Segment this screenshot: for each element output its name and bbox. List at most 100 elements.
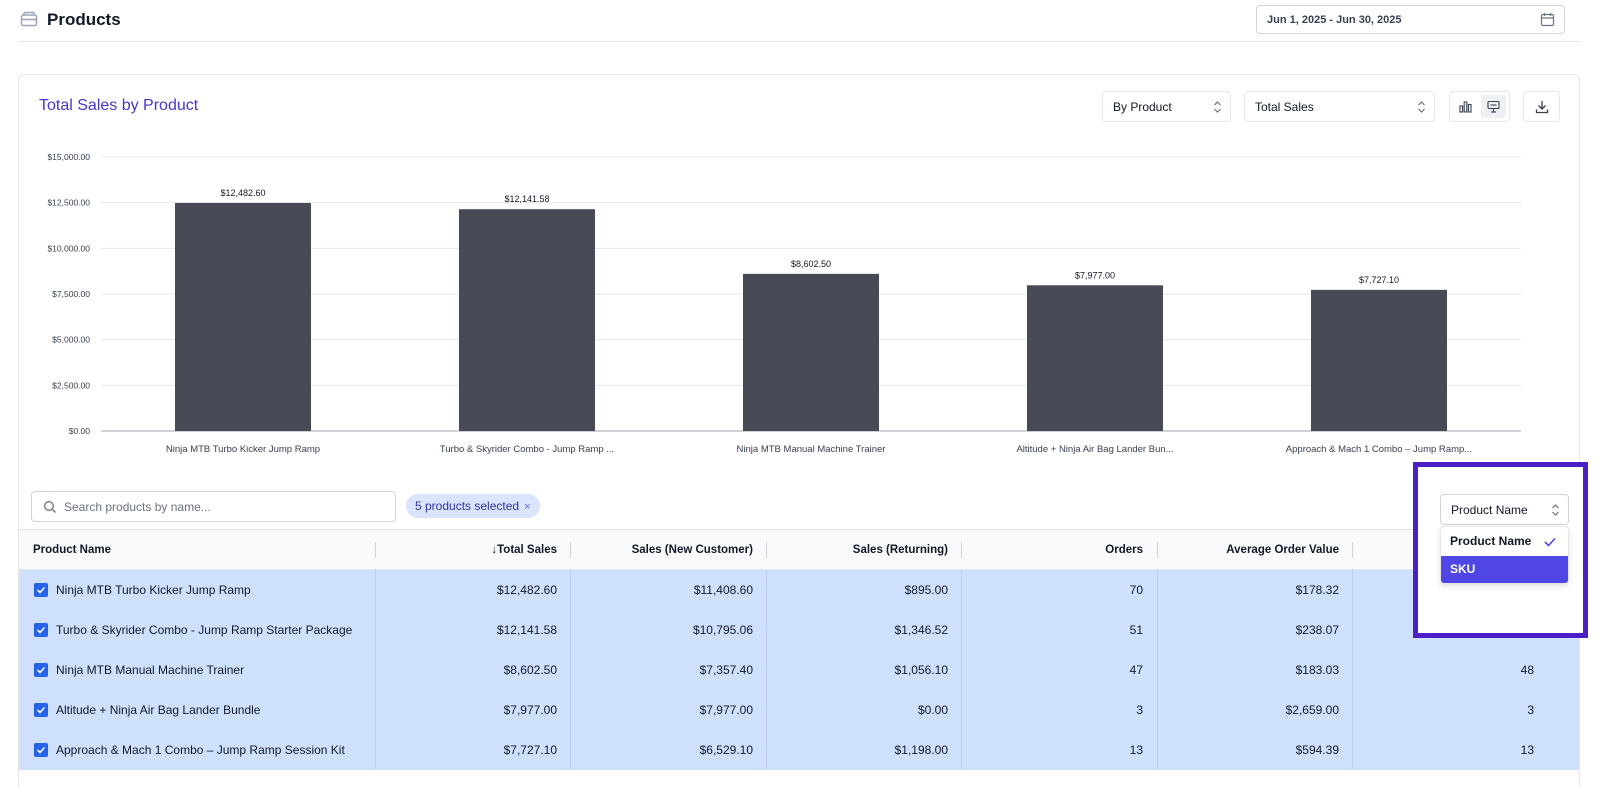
row-checkbox[interactable] <box>34 663 48 677</box>
cell-aov: $183.03 <box>1295 663 1339 677</box>
column-divider <box>1352 690 1353 730</box>
table-row[interactable]: Approach & Mach 1 Combo – Jump Ramp Sess… <box>19 730 1579 770</box>
cell-last: 3 <box>1527 703 1534 717</box>
column-divider <box>570 650 571 690</box>
column-divider <box>766 570 767 610</box>
cell-new: $6,529.10 <box>699 743 753 757</box>
chevron-updown-icon <box>1418 101 1425 113</box>
sales-bar-chart: $0.00 $2,500.00 $5,000.00 $7,500.00 $10,000.… <box>47 152 1521 455</box>
column-divider[interactable] <box>766 542 767 558</box>
cell-total: $7,977.00 <box>503 703 557 717</box>
column-divider <box>1157 730 1158 770</box>
check-icon <box>36 666 46 674</box>
box-icon <box>20 11 38 27</box>
chart-view-toggle <box>1449 91 1510 122</box>
cell-orders: 70 <box>1129 583 1143 597</box>
page-header: Products Jun 1, 2025 - Jun 30, 2025 <box>18 0 1580 42</box>
row-checkbox[interactable] <box>34 743 48 757</box>
column-divider[interactable] <box>375 542 376 558</box>
y-tick-label: $0.00 <box>69 426 91 436</box>
download-button[interactable] <box>1523 91 1560 122</box>
presentation-chart-button[interactable] <box>1481 95 1506 118</box>
row-checkbox[interactable] <box>34 703 48 717</box>
cell-aov: $594.39 <box>1295 743 1339 757</box>
y-tick-label: $10,000.00 <box>47 243 90 253</box>
column-divider <box>570 730 571 770</box>
data-label: $12,482.60 <box>220 188 265 198</box>
col-orders[interactable]: Orders <box>1105 544 1143 556</box>
column-divider <box>570 690 571 730</box>
row-checkbox[interactable] <box>34 583 48 597</box>
search-input[interactable] <box>64 497 384 517</box>
col-total-sales[interactable]: ↓Total Sales <box>491 544 557 556</box>
table-row[interactable]: Turbo & Skyrider Combo - Jump Ramp Start… <box>19 610 1579 650</box>
column-divider <box>1352 570 1353 610</box>
products-table: Product Name ↓Total Sales Sales (New Cus… <box>19 529 1579 770</box>
check-icon <box>36 746 46 754</box>
bar <box>1027 285 1163 431</box>
col-sales-new[interactable]: Sales (New Customer) <box>631 544 753 556</box>
column-divider <box>1352 650 1353 690</box>
page-title: Products <box>47 10 121 29</box>
x-tick-label: Altitude + Ninja Air Bag Lander Bun... <box>1016 444 1173 455</box>
table-row[interactable]: Ninja MTB Turbo Kicker Jump Ramp $12,482.… <box>19 570 1579 610</box>
group-by-select[interactable]: By Product <box>1102 91 1231 122</box>
chevron-updown-icon <box>1214 101 1221 113</box>
option-product-name[interactable]: Product Name <box>1441 528 1568 555</box>
metric-select[interactable]: Total Sales <box>1244 91 1435 122</box>
cell-aov: $2,659.00 <box>1285 703 1339 717</box>
date-range-picker[interactable]: Jun 1, 2025 - Jun 30, 2025 <box>1256 5 1565 34</box>
bar-chart-button[interactable] <box>1453 95 1478 118</box>
y-tick-label: $12,500.00 <box>47 198 90 208</box>
table-row[interactable]: Ninja MTB Manual Machine Trainer $8,602.5… <box>19 650 1579 690</box>
check-icon <box>36 586 46 594</box>
bar <box>175 202 311 431</box>
row-checkbox[interactable] <box>34 623 48 637</box>
data-label: $7,727.10 <box>1359 275 1399 285</box>
data-label: $7,977.00 <box>1075 270 1115 280</box>
y-tick-label: $2,500.00 <box>52 380 90 390</box>
column-divider <box>375 650 376 690</box>
y-tick-label: $7,500.00 <box>52 289 90 299</box>
cell-product-name: Turbo & Skyrider Combo - Jump Ramp Start… <box>56 623 353 637</box>
cell-ret: $895.00 <box>904 583 948 597</box>
data-label: $8,602.50 <box>791 259 831 269</box>
cell-product-name: Ninja MTB Turbo Kicker Jump Ramp <box>56 583 251 597</box>
table-row[interactable]: Altitude + Ninja Air Bag Lander Bundle $7… <box>19 690 1579 730</box>
column-divider[interactable] <box>1157 542 1158 558</box>
cell-total: $12,141.58 <box>496 623 557 637</box>
column-divider <box>375 730 376 770</box>
selected-products-chip[interactable]: 5 products selected × <box>406 494 540 518</box>
card-title: Total Sales by Product <box>39 97 199 114</box>
cell-orders: 51 <box>1129 623 1143 637</box>
column-divider <box>375 610 376 650</box>
column-divider <box>1352 730 1353 770</box>
sales-card: Total Sales by Product By Product Total … <box>18 74 1580 788</box>
col-product-name[interactable]: Product Name <box>33 544 111 556</box>
chip-close-icon[interactable]: × <box>524 501 531 513</box>
option-sku[interactable]: SKU <box>1441 556 1568 583</box>
column-divider <box>375 570 376 610</box>
date-range-label: Jun 1, 2025 - Jun 30, 2025 <box>1267 14 1402 26</box>
cell-last: 13 <box>1520 743 1534 757</box>
bar <box>459 209 595 431</box>
col-aov[interactable]: Average Order Value <box>1226 544 1339 556</box>
cell-orders: 47 <box>1129 663 1143 677</box>
check-icon <box>36 626 46 634</box>
column-divider <box>1157 570 1158 610</box>
column-divider[interactable] <box>570 542 571 558</box>
name-column-select[interactable]: Product Name <box>1440 494 1569 525</box>
option-label: Product Name <box>1450 534 1532 548</box>
column-divider[interactable] <box>1352 542 1353 558</box>
column-divider <box>1157 650 1158 690</box>
col-sales-returning[interactable]: Sales (Returning) <box>852 544 948 556</box>
column-divider <box>766 610 767 650</box>
table-body: Ninja MTB Turbo Kicker Jump Ramp $12,482.… <box>19 570 1579 770</box>
chevron-updown-icon <box>1552 504 1559 516</box>
column-divider <box>1352 610 1353 650</box>
name-column-value: Product Name <box>1451 503 1528 517</box>
column-divider[interactable] <box>961 542 962 558</box>
cell-last: 48 <box>1520 663 1534 677</box>
column-divider <box>766 690 767 730</box>
bar <box>743 273 879 431</box>
